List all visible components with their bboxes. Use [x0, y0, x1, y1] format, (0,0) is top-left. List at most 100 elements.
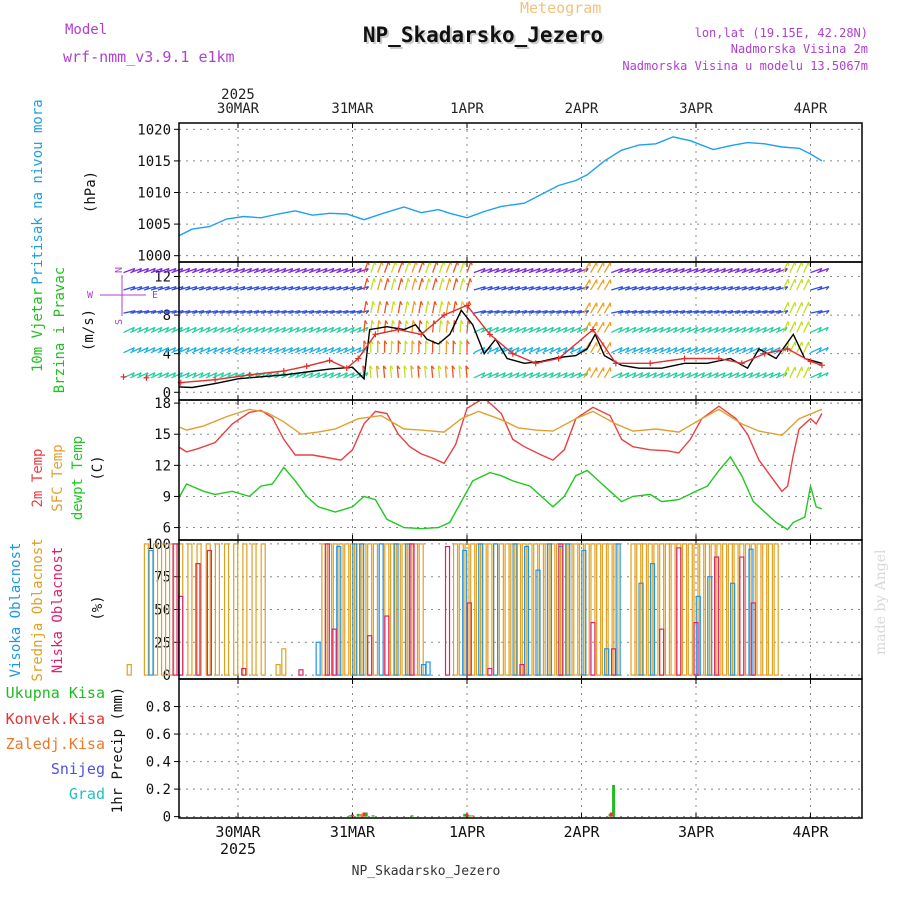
wind-arrow — [375, 365, 379, 378]
wind-arrow — [130, 310, 143, 314]
cloud-bar-mid — [223, 543, 230, 676]
wind-arrow — [693, 286, 706, 291]
wind-arrow — [576, 286, 589, 291]
wind-arrow — [389, 365, 393, 378]
wind-arrow — [390, 301, 395, 314]
y-tick-label: 9 — [163, 489, 171, 505]
wind-arrow-head — [619, 347, 623, 352]
wind-arrow — [521, 267, 534, 274]
wind-arrow-head — [363, 340, 367, 345]
cloud-bar-high — [615, 543, 621, 676]
precip-bar — [360, 813, 364, 817]
wind-arrow-head — [633, 327, 637, 332]
y-tick-label: 4 — [163, 347, 171, 363]
wind-arrow-head — [708, 327, 713, 332]
wind-arrow — [411, 301, 415, 314]
wind-arrow — [377, 261, 383, 273]
wind-arrow-head — [400, 278, 404, 283]
wind-arrow-head — [207, 347, 211, 352]
wind-arrow — [123, 286, 136, 291]
wind-arrow — [233, 326, 245, 334]
wind-arrow — [267, 326, 279, 334]
wind-arrow — [438, 301, 443, 314]
wind-arrow — [473, 286, 486, 291]
wind-arrow — [171, 310, 184, 314]
cloud-bar-high — [393, 543, 399, 676]
wind-arrow-head — [398, 320, 402, 325]
wind-arrow — [528, 310, 541, 314]
wind-arrow-head — [564, 327, 568, 332]
wind-arrow — [473, 347, 486, 354]
y-tick-label: 75 — [154, 570, 171, 586]
wind-arrow-head — [557, 347, 561, 352]
wind-arrow — [734, 286, 747, 291]
wind-arrow-head — [317, 347, 321, 352]
wind-arrow — [473, 310, 486, 314]
wind-arrow — [294, 347, 307, 354]
wind-arrow — [410, 365, 413, 378]
wind-arrow — [652, 267, 664, 274]
y-tick-label: 0.2 — [146, 782, 171, 798]
wind-arrow — [507, 326, 520, 334]
wind-arrow — [569, 310, 582, 314]
wind-arrow-head — [411, 340, 415, 345]
wind-arrow — [274, 326, 286, 334]
wind-arrow-head — [392, 301, 396, 306]
wind-arrow — [734, 267, 747, 274]
wind-arrow-head — [365, 301, 369, 306]
wind-arrow — [487, 372, 499, 379]
wind-arrow-head — [543, 347, 548, 352]
wind-arrow-head — [523, 372, 527, 377]
wind-arrow — [769, 310, 782, 314]
wind-arrow-head — [750, 372, 754, 377]
wind-arrow-head — [763, 372, 767, 377]
wind-arrow — [253, 310, 266, 314]
wind-arrow-head — [660, 372, 664, 377]
wind-arrow — [171, 267, 184, 274]
wind-arrow — [521, 286, 534, 291]
wind-arrow-head — [466, 340, 470, 345]
wind-arrow — [136, 347, 149, 354]
wind-arrow — [466, 261, 472, 273]
cloud-bar-low — [610, 648, 617, 676]
precip-bar — [612, 784, 616, 817]
wind-arrow-head — [351, 327, 355, 332]
wind-arrow — [734, 326, 747, 334]
wind-arrow-head — [296, 347, 300, 352]
y-tick-label: 100 — [146, 537, 171, 553]
bottom-date-label: 2APR — [563, 823, 600, 841]
wind-arrow — [624, 326, 637, 334]
wind-arrow — [707, 326, 719, 334]
wind-arrow — [390, 278, 396, 291]
wind-arrow-head — [452, 340, 457, 345]
wind-arrow-head — [825, 286, 830, 291]
wind-arrow — [727, 347, 740, 354]
y-tick-label: 1020 — [137, 122, 171, 138]
wind-arrow-head — [784, 310, 789, 314]
wind-arrow-head — [358, 347, 362, 352]
wind-arrow-head — [818, 372, 822, 377]
wind-arrow-head — [801, 366, 804, 371]
wind-arrow — [610, 372, 623, 379]
cloud-ylabel-mid: Srednja Oblacnost — [30, 538, 46, 681]
wind-arrow — [267, 310, 280, 314]
wind-arrow — [810, 310, 823, 314]
wind-arrow-head — [351, 372, 355, 377]
wind-arrow — [769, 286, 781, 291]
wind-arrow-head — [365, 310, 370, 314]
wind-arrow — [240, 326, 252, 334]
wind-arrow — [267, 347, 279, 354]
wind-arrow-head — [653, 327, 658, 332]
wind-arrow-head — [640, 347, 644, 352]
wind-arrow — [714, 347, 726, 354]
y-tick-label: 0.8 — [146, 700, 171, 716]
wind-arrow — [281, 310, 294, 314]
wind-arrow-head — [701, 347, 706, 352]
wind-arrow — [817, 326, 829, 334]
wind-arrow — [150, 286, 163, 291]
precip-bar — [362, 812, 366, 817]
wind-arrow — [322, 326, 334, 334]
wind-arrow — [562, 326, 575, 334]
panel-cloud: 0 25 50 75 100 — [126, 537, 863, 684]
wind-arrow-head — [227, 327, 232, 332]
